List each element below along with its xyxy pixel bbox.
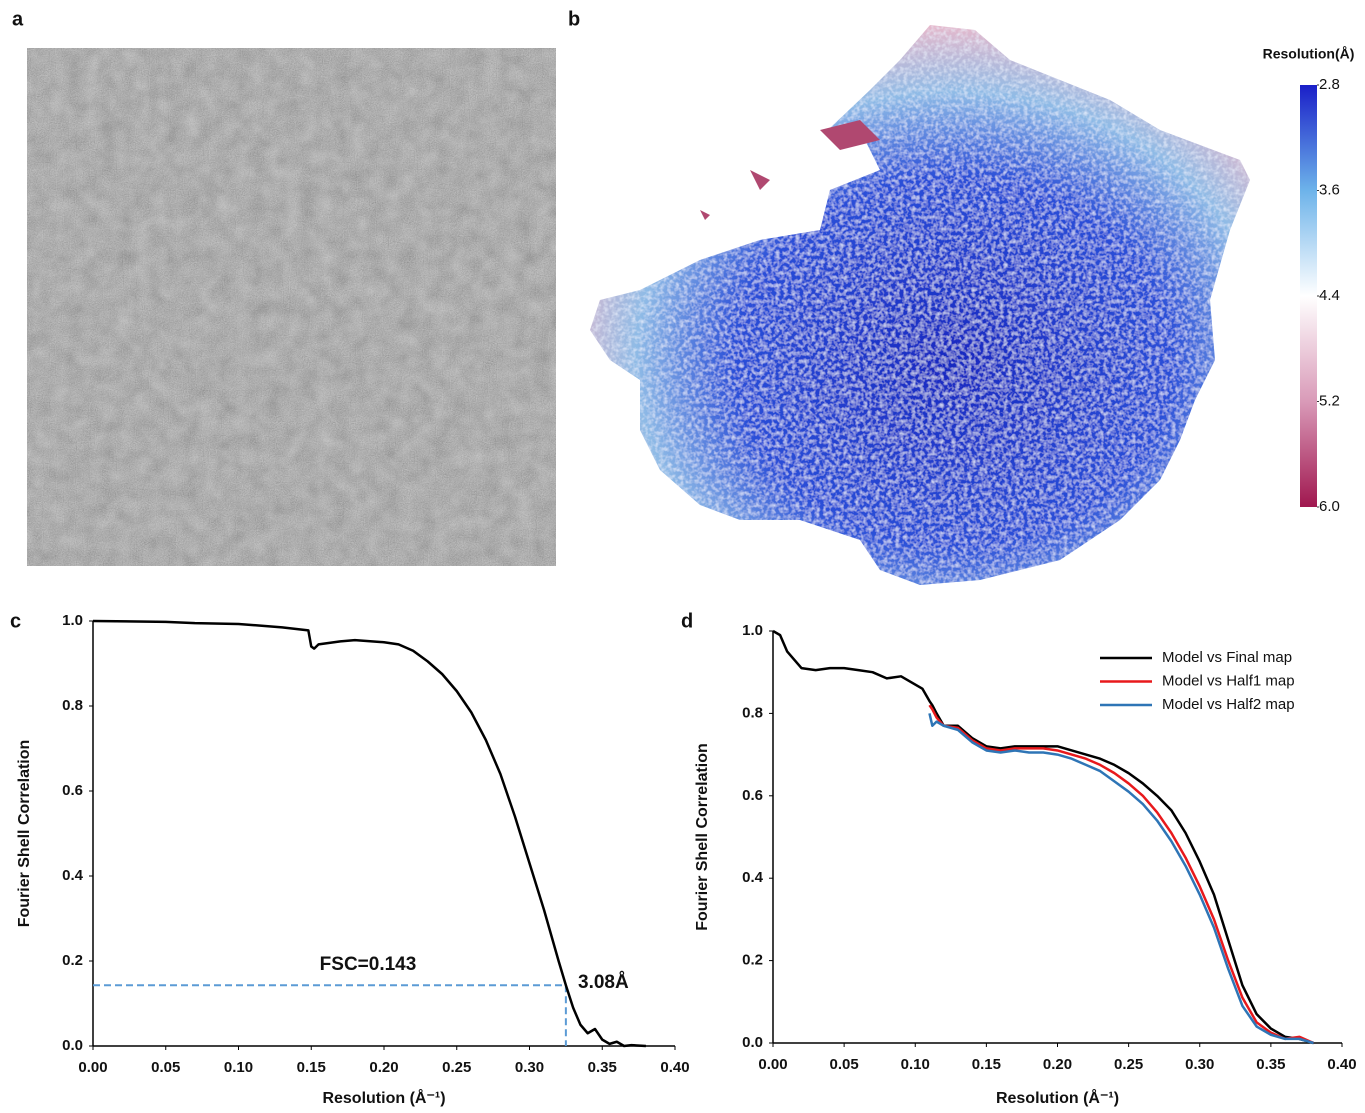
legend-label: Model vs Half1 map: [1162, 672, 1295, 689]
y-tick-label: 0.8: [62, 697, 83, 714]
annotation: 3.08Å: [578, 972, 629, 993]
colorbar-tick-label: 4.4: [1319, 287, 1340, 304]
map-fragments: [700, 120, 880, 220]
y-tick-label: 0.0: [62, 1037, 83, 1054]
colorbar-tick-label: 5.2: [1319, 392, 1340, 409]
y-tick-label: 1.0: [62, 612, 83, 629]
x-tick-label: 0.20: [369, 1059, 398, 1076]
y-tick-label: 0.6: [742, 787, 763, 804]
x-tick-label: 0.05: [830, 1056, 859, 1073]
colorbar-tick-label: 6.0: [1319, 498, 1340, 515]
x-tick-label: 0.25: [1114, 1056, 1143, 1073]
panel-label: a: [12, 8, 24, 30]
x-tick-label: 0.00: [758, 1056, 787, 1073]
annotation: FSC=0.143: [320, 954, 417, 975]
y-axis-title: Fourier Shell Correlation: [694, 743, 711, 931]
y-tick-label: 0.2: [62, 952, 83, 969]
y-tick-label: 0.6: [62, 782, 83, 799]
colorbar-tick-label: 3.6: [1319, 181, 1340, 198]
x-tick-label: 0.40: [1327, 1056, 1356, 1073]
colorbar-tick-label: 2.8: [1319, 76, 1340, 93]
x-tick-label: 0.15: [972, 1056, 1001, 1073]
micrograph: [27, 48, 556, 566]
x-tick-label: 0.30: [515, 1059, 544, 1076]
x-tick-label: 0.15: [297, 1059, 326, 1076]
x-axis-title: Resolution (Å⁻¹): [996, 1088, 1119, 1107]
x-tick-label: 0.10: [224, 1059, 253, 1076]
x-tick-label: 0.10: [901, 1056, 930, 1073]
colorbar: [1300, 85, 1317, 507]
series-line: [928, 704, 1315, 1045]
y-tick-label: 0.4: [742, 869, 764, 886]
y-tick-label: 0.8: [742, 704, 763, 721]
x-tick-label: 0.05: [151, 1059, 180, 1076]
panel-label: d: [681, 610, 693, 632]
fsc-curve: [92, 619, 646, 1048]
legend-label: Model vs Final map: [1162, 649, 1292, 666]
x-tick-label: 0.35: [1256, 1056, 1285, 1073]
y-tick-label: 0.4: [62, 867, 84, 884]
panel-label: b: [568, 8, 580, 30]
legend-label: Model vs Half2 map: [1162, 696, 1295, 713]
y-tick-label: 0.0: [742, 1034, 763, 1051]
panel-label: c: [10, 610, 21, 632]
x-tick-label: 0.25: [442, 1059, 471, 1076]
density-map: [590, 25, 1250, 585]
x-tick-label: 0.20: [1043, 1056, 1072, 1073]
x-tick-label: 0.35: [588, 1059, 617, 1076]
x-axis-title: Resolution (Å⁻¹): [322, 1088, 445, 1107]
series-line: [928, 713, 1314, 1045]
y-tick-label: 0.2: [742, 952, 763, 969]
y-axis-title: Fourier Shell Correlation: [16, 740, 33, 928]
series-line: [772, 629, 1314, 1045]
x-tick-label: 0.30: [1185, 1056, 1214, 1073]
x-tick-label: 0.00: [78, 1059, 107, 1076]
colorbar-title: Resolution(Å): [1263, 46, 1355, 62]
x-tick-label: 0.40: [660, 1059, 689, 1076]
y-tick-label: 1.0: [742, 622, 763, 639]
